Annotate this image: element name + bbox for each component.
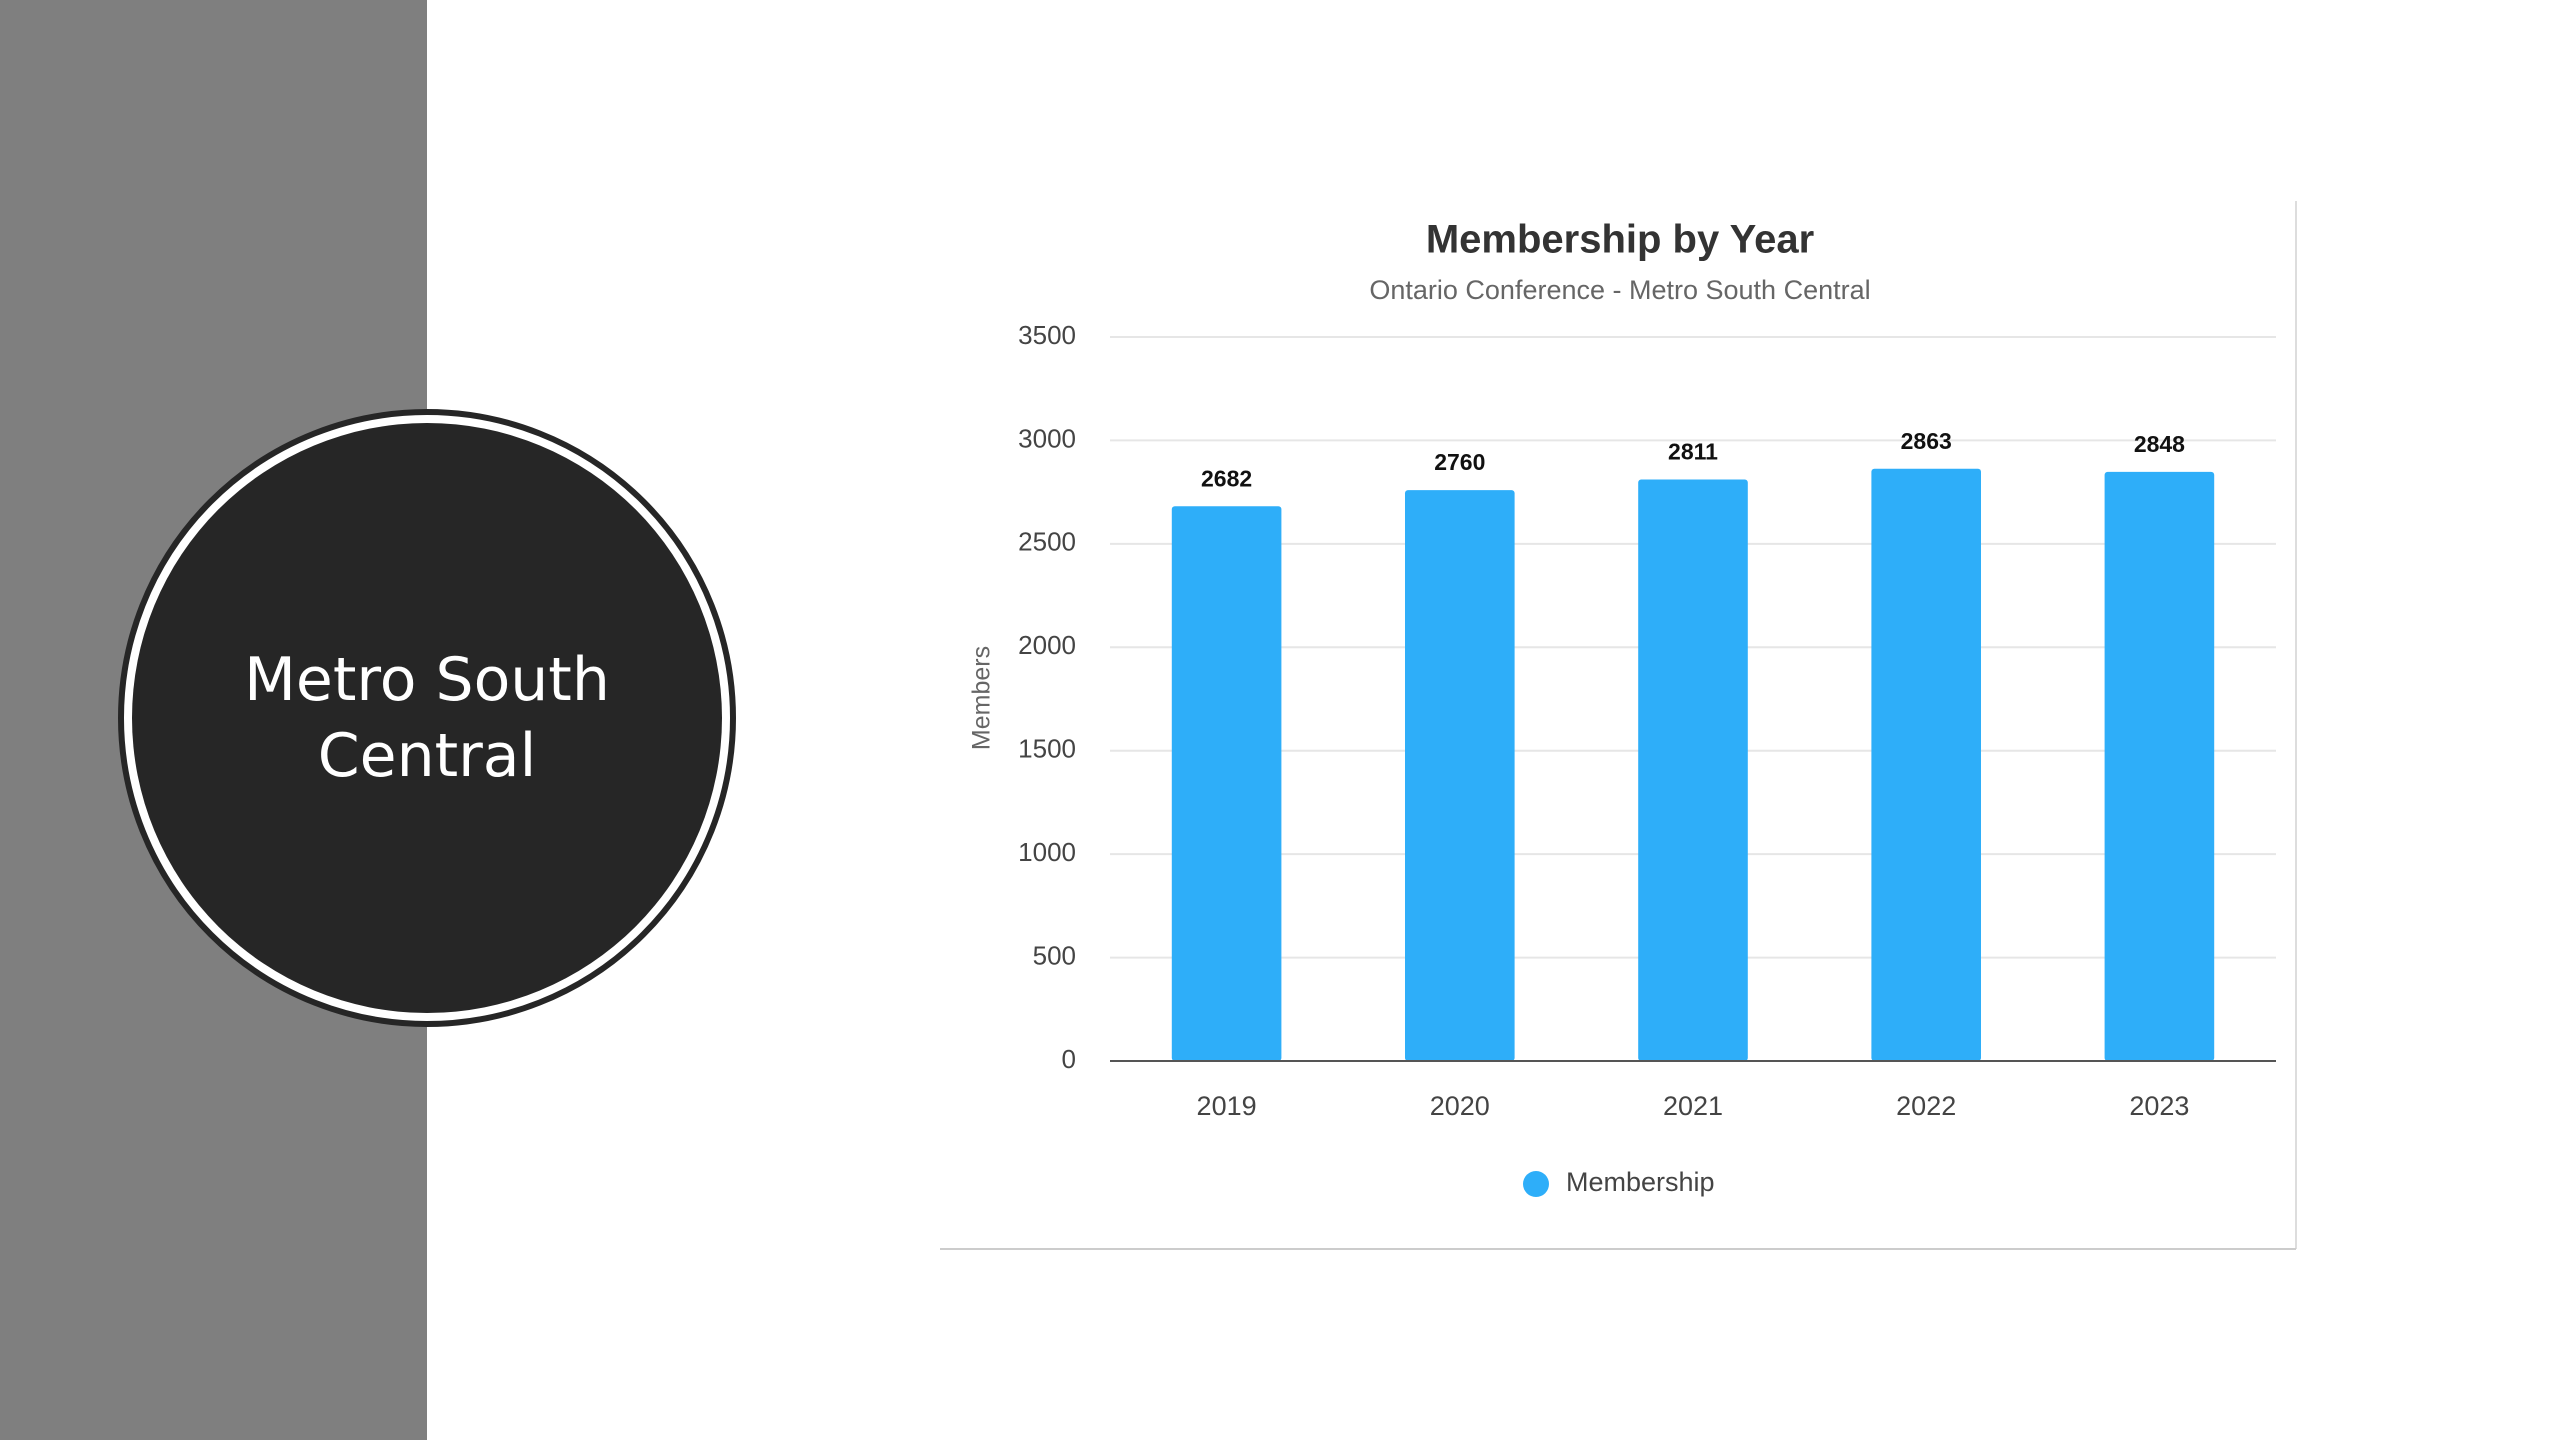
chart-title: Membership by Year: [1426, 218, 1814, 262]
circle-graphic: [118, 409, 736, 1027]
bar: [2104, 471, 2215, 1061]
circle-fill: [132, 423, 722, 1013]
y-tick-label: 2500: [1018, 527, 1076, 557]
y-axis-label: Members: [968, 646, 996, 750]
bar: [1871, 468, 1982, 1061]
y-tick-label: 500: [1033, 940, 1076, 970]
legend-marker: [1523, 1171, 1549, 1197]
data-label: 2811: [1668, 439, 1718, 465]
y-tick-label: 0: [1062, 1044, 1076, 1074]
y-tick-label: 1500: [1018, 734, 1076, 764]
data-label: 2760: [1434, 449, 1485, 475]
x-tick-label: 2023: [2129, 1091, 2189, 1121]
data-label: 2682: [1201, 465, 1252, 491]
slide-title: Metro South Central: [244, 645, 610, 791]
data-label: 2848: [2134, 431, 2185, 457]
y-tick-label: 1000: [1018, 837, 1076, 867]
bar: [1404, 490, 1515, 1061]
y-tick-label: 2000: [1018, 630, 1076, 660]
x-tick-label: 2019: [1197, 1091, 1257, 1121]
bar: [1171, 506, 1282, 1062]
x-tick-label: 2021: [1663, 1091, 1723, 1121]
data-label: 2863: [1901, 428, 1952, 454]
bar: [1638, 479, 1748, 1062]
x-tick-label: 2022: [1896, 1091, 1956, 1121]
y-tick-label: 3500: [1018, 320, 1076, 350]
y-tick-label: 3000: [1018, 423, 1076, 453]
x-tick-label: 2020: [1430, 1091, 1490, 1121]
chart-subtitle: Ontario Conference - Metro South Central: [1369, 275, 1870, 305]
legend-label: Membership: [1566, 1167, 1715, 1197]
